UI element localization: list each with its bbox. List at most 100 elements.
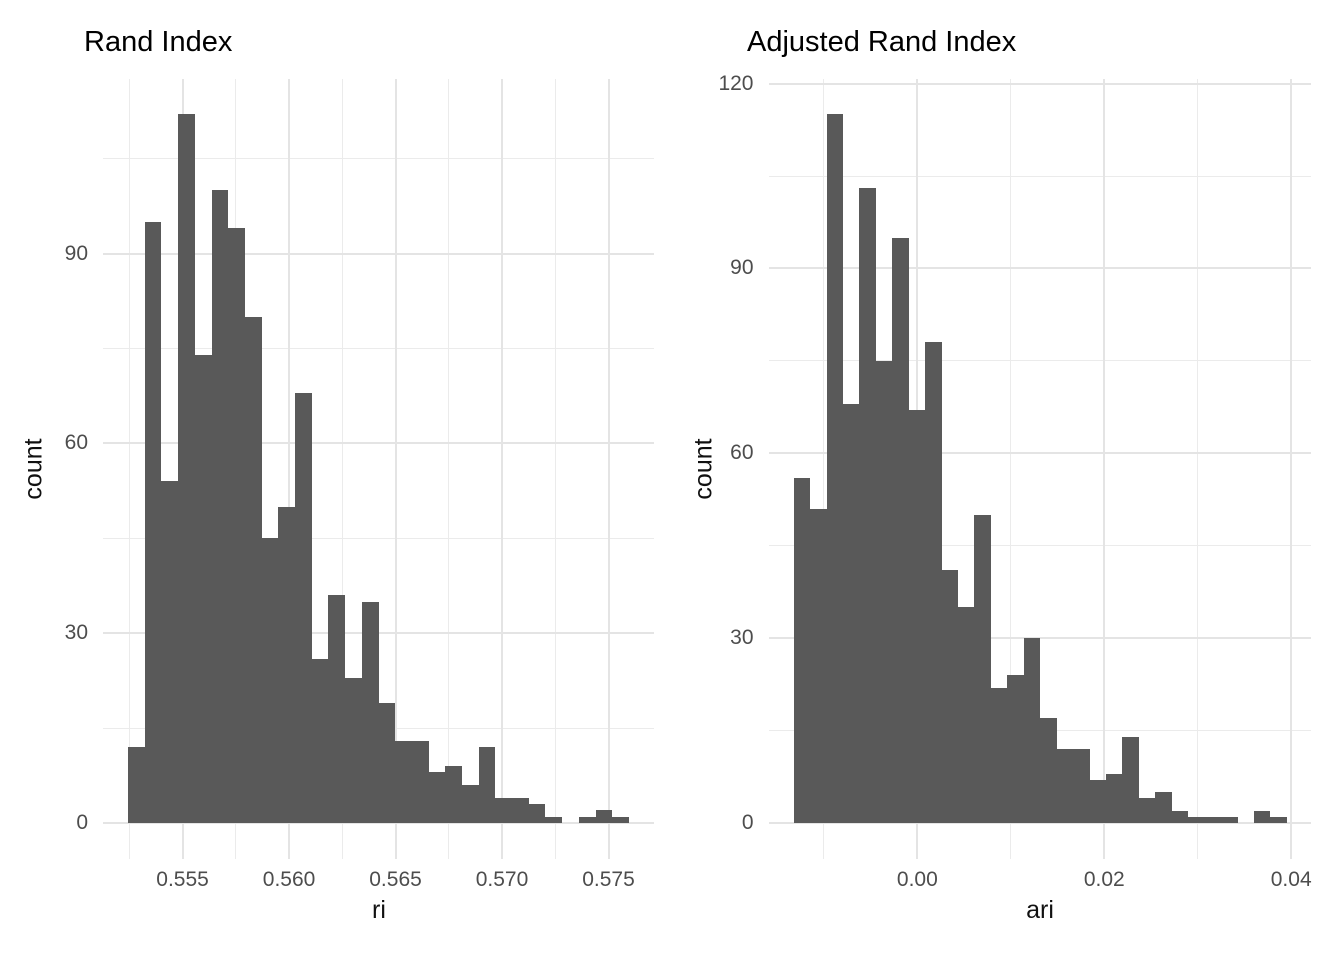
histogram-bar [891,238,909,823]
gridline-major-y [768,82,1311,85]
histogram-bar [445,766,462,823]
histogram-bar [1253,811,1270,823]
gridline-major-x [1290,79,1293,859]
x-tick-label: 0.570 [475,868,529,891]
gridline-major-y [103,252,654,255]
histogram-bar [941,570,958,823]
gridline-minor-x [1010,79,1012,859]
x-axis-title-ari: ari [1026,896,1054,924]
gridline-minor-y [103,348,654,350]
gridline-major-x [288,79,291,859]
histogram-bar [1204,817,1221,823]
histogram-bar [858,188,876,823]
histogram-bar [312,659,328,823]
histogram-bar [826,114,843,823]
histogram-bar [1154,792,1172,823]
x-tick-label: 0.02 [1083,868,1125,891]
histogram-bar [212,190,228,823]
histogram-bar [793,478,810,823]
x-tick-label: 0.04 [1270,868,1312,891]
histogram-bar [545,817,562,823]
histogram-bar [345,678,362,823]
histogram-bar [842,404,859,823]
gridline-minor-y [103,537,654,539]
x-tick-label: 0.555 [156,868,209,891]
histogram-bar [1089,780,1106,823]
gridline-major-y [768,822,1311,825]
x-tick-label: 0.565 [369,868,422,891]
histogram-bar [462,785,479,823]
x-tick-label: 0.560 [262,868,316,891]
gridline-minor-x [128,79,130,859]
gridline-minor-x [554,79,556,859]
y-tick-label: 60 [730,441,754,465]
y-tick-label: 0 [76,811,88,835]
histogram-bar [1023,638,1040,823]
gridline-major-y [103,442,654,445]
gridline-major-y [768,637,1311,640]
histogram-bar [178,114,195,823]
x-tick-label: 0.00 [896,868,938,891]
histogram-bar [1056,749,1073,823]
x-tick-label: 0.575 [582,868,635,891]
histogram-bar [479,747,495,823]
histogram-bar [278,507,295,823]
histogram-bar [596,810,612,823]
histogram-bar [395,741,412,823]
histogram-bar [908,410,925,823]
histogram-panel-ari [768,79,1311,859]
y-tick-label: 60 [64,431,88,455]
histogram-bar [412,741,429,823]
histogram-bar [512,798,529,823]
gridline-minor-y [768,175,1311,177]
chart-title-rand-index: Rand Index [84,26,233,58]
histogram-bar [228,228,245,823]
histogram-bar [924,342,942,823]
y-tick-label: 90 [730,256,754,280]
histogram-bar [579,817,596,823]
y-tick-label: 120 [718,71,754,95]
gridline-major-x [501,79,504,859]
histogram-bar [1121,737,1139,823]
histogram-bar [957,607,974,823]
gridline-minor-x [823,79,825,859]
histogram-bar [1220,817,1238,823]
gridline-major-y [768,452,1311,455]
gridline-minor-x [341,79,343,859]
histogram-bar [1187,817,1205,823]
gridline-minor-y [768,360,1311,362]
histogram-bar [990,688,1007,823]
y-tick-label: 90 [64,241,88,265]
gridline-minor-y [103,158,654,160]
histogram-bar [195,355,212,823]
gridline-minor-x [1197,79,1199,859]
histogram-bar [973,515,991,823]
histogram-bar [362,602,379,823]
histogram-bar [328,595,345,823]
histogram-bar [1039,718,1057,823]
histogram-bar [295,393,312,823]
gridline-major-x [607,79,610,859]
x-axis-title-ri: ri [372,896,386,924]
histogram-bar [145,222,161,823]
histogram-bar [612,817,629,823]
gridline-major-y [103,822,654,825]
histogram-bar [379,703,395,823]
histogram-bar [1269,817,1287,823]
y-tick-label: 0 [741,811,754,835]
histogram-bar [262,538,278,823]
gridline-minor-y [768,545,1311,547]
gridline-minor-x [448,79,450,859]
histogram-bar [128,747,145,823]
histogram-bar [495,798,512,823]
histogram-bar [1105,774,1122,823]
gridline-major-x [394,79,397,859]
y-tick-label: 30 [730,626,754,650]
histogram-bar [1138,798,1155,823]
histogram-bar [245,317,262,823]
histogram-bar [1006,675,1024,823]
histogram-bar [875,361,892,823]
histogram-panel-ri [103,79,654,859]
histogram-bar [161,481,178,823]
